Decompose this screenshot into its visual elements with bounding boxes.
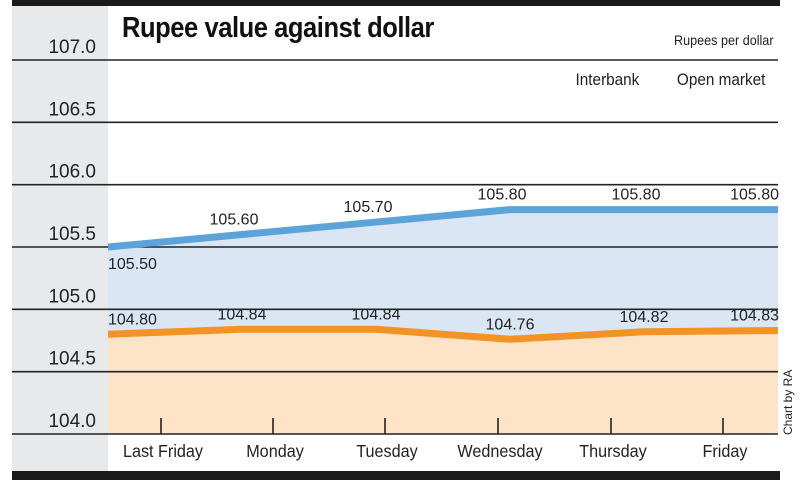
unit-label: Rupees per dollar	[674, 32, 774, 48]
y-tick-label: 104.5	[48, 349, 96, 370]
x-tick-label: Tuesday	[356, 441, 418, 461]
y-tick-label: 107.0	[48, 37, 96, 58]
data-label: 105.80	[612, 187, 661, 204]
x-tick-label: Wednesday	[457, 441, 543, 461]
data-label: 104.76	[486, 316, 535, 333]
bottom-bar	[12, 471, 780, 480]
axis-band	[12, 6, 108, 472]
data-label: 104.84	[218, 306, 267, 323]
data-label: 104.83	[730, 308, 779, 325]
top-bar	[12, 0, 780, 6]
data-label: 104.82	[620, 309, 669, 326]
chart-title: Rupee value against dollar	[122, 12, 434, 44]
x-tick-label: Thursday	[579, 441, 647, 461]
legend-open-market: Open market	[676, 70, 766, 89]
series-line-interbank	[107, 325, 779, 343]
data-label: 104.80	[108, 311, 157, 328]
x-tick-label: Monday	[246, 441, 304, 461]
x-tick-label: Friday	[703, 441, 748, 461]
area-interbank	[108, 329, 778, 434]
data-label: 105.70	[344, 199, 393, 216]
data-label: 105.80	[730, 187, 779, 204]
data-label: 104.84	[352, 306, 401, 323]
y-tick-label: 106.0	[48, 162, 96, 183]
y-tick-label: 104.0	[48, 411, 96, 432]
y-tick-label: 105.5	[48, 224, 96, 245]
data-label: 105.60	[210, 212, 259, 229]
y-tick-label: 106.5	[48, 99, 96, 120]
data-label: 105.80	[478, 187, 527, 204]
series-line-open-market	[107, 206, 778, 251]
data-label: 105.50	[108, 256, 157, 273]
legend-interbank: Interbank	[575, 70, 640, 89]
chart-credit: Chart by RA	[781, 369, 795, 435]
x-tick-label: Last Friday	[123, 441, 203, 461]
y-tick-label: 105.0	[48, 286, 96, 307]
